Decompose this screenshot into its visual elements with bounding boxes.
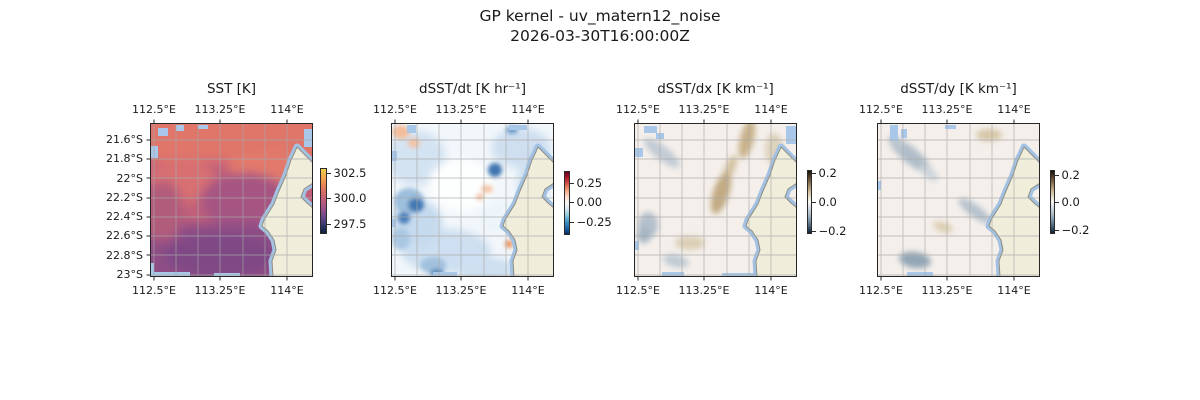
graticule-grid — [634, 123, 797, 277]
ytick: 22.2°S — [106, 191, 143, 204]
colorbar-gradient — [320, 168, 327, 234]
dsst-dy-heatmap — [877, 119, 1040, 281]
tick-marks — [880, 119, 1015, 281]
axes-sst — [146, 119, 313, 281]
axes-dsst-dy — [877, 119, 1040, 281]
colorbar-tick: 0.00 — [576, 195, 603, 209]
colorbar-tick: 0.2 — [818, 166, 837, 180]
axes-border — [150, 123, 313, 277]
axes-dsst-dt — [391, 119, 554, 281]
ytick: 22.6°S — [106, 229, 143, 242]
xtick-bottom: 114°E — [754, 284, 788, 297]
xtick-bottom: 112.5°E — [373, 284, 417, 297]
xtick-top: 112.5°E — [616, 103, 660, 116]
xtick-top: 113.25°E — [435, 103, 487, 116]
graticule-grid — [391, 123, 554, 277]
dsst-dx-heatmap — [634, 119, 797, 281]
tick-marks — [394, 119, 529, 281]
colorbar-tick: 302.5 — [333, 166, 367, 180]
colorbar-tick: −0.2 — [1061, 223, 1090, 237]
land-peninsula — [988, 146, 1040, 277]
xtick-bottom: 113.25°E — [678, 284, 730, 297]
graticule-grid — [877, 123, 1040, 277]
ytick: 21.6°S — [106, 133, 143, 146]
land-peninsula — [261, 146, 313, 277]
xtick-top: 113.25°E — [921, 103, 973, 116]
xtick-bottom: 113.25°E — [194, 284, 246, 297]
xtick-bottom: 113.25°E — [921, 284, 973, 297]
land-peninsula — [745, 146, 797, 277]
figure-timestamp: 2026-03-30T16:00:00Z — [510, 27, 690, 45]
figure-title: GP kernel - uv_matern12_noise — [479, 7, 721, 25]
colorbar-tick: 0.0 — [1061, 195, 1080, 209]
xtick-bottom: 112.5°E — [616, 284, 660, 297]
land-peninsula — [502, 146, 554, 277]
missing-data-pixels — [391, 125, 527, 277]
y-axis-labels: 21.6°S 21.8°S 22°S 22.2°S 22.4°S 22.6°S … — [0, 123, 143, 281]
xtick-top: 114°E — [270, 103, 304, 116]
colorbar-dsst-dt: 0.25 0.00 −0.25 — [564, 171, 612, 235]
colorbar-sst: 302.5 300.0 297.5 — [320, 166, 366, 234]
panel-title-dsst-dy: dSST/dy [K km⁻¹] — [900, 81, 1017, 97]
xtick-top: 114°E — [997, 103, 1031, 116]
colorbar-tick: −0.25 — [576, 215, 612, 229]
ytick: 22.4°S — [106, 210, 143, 223]
colorbar-tick: 0.0 — [818, 195, 837, 209]
axes-border — [877, 123, 1040, 277]
xtick-top: 113.25°E — [194, 103, 246, 116]
colorbar-dsst-dx: 0.2 0.0 −0.2 — [807, 166, 846, 238]
xtick-bottom: 114°E — [270, 284, 304, 297]
panel-title-dsst-dt: dSST/dt [K hr⁻¹] — [419, 81, 526, 97]
colorbar-tick: 300.0 — [333, 191, 367, 205]
dsst-dt-heatmap — [391, 119, 554, 281]
sst-heatmap — [146, 119, 313, 281]
xtick-bottom: 114°E — [511, 284, 545, 297]
tick-marks — [637, 119, 772, 281]
tick-marks — [146, 119, 288, 281]
colorbar-tick: 0.25 — [576, 176, 603, 190]
xtick-top: 114°E — [754, 103, 788, 116]
colorbar-dsst-dy: 0.2 0.0 −0.2 — [1050, 168, 1089, 237]
xtick-top: 112.5°E — [132, 103, 176, 116]
ytick: 21.8°S — [106, 152, 143, 165]
xtick-bottom: 113.25°E — [435, 284, 487, 297]
colorbar-tick: −0.2 — [818, 224, 847, 238]
axes-dsst-dx — [634, 119, 797, 281]
xtick-top: 113.25°E — [678, 103, 730, 116]
panel-title-sst: SST [K] — [206, 81, 257, 97]
ytick: 22°S — [116, 172, 143, 185]
axes-border — [634, 123, 797, 277]
xtick-bottom: 112.5°E — [859, 284, 903, 297]
graticule-grid — [150, 123, 313, 277]
panel-title-dsst-dx: dSST/dx [K km⁻¹] — [657, 81, 774, 97]
axes-border — [391, 123, 554, 277]
xtick-top: 112.5°E — [373, 103, 417, 116]
ytick: 22.8°S — [106, 249, 143, 262]
xtick-bottom: 114°E — [997, 284, 1031, 297]
xtick-bottom: 112.5°E — [132, 284, 176, 297]
colorbar-tick: 297.5 — [333, 217, 367, 231]
colorbar-tick: 0.2 — [1061, 168, 1080, 182]
ytick: 23°S — [116, 268, 143, 281]
xtick-top: 114°E — [511, 103, 545, 116]
xtick-top: 112.5°E — [859, 103, 903, 116]
